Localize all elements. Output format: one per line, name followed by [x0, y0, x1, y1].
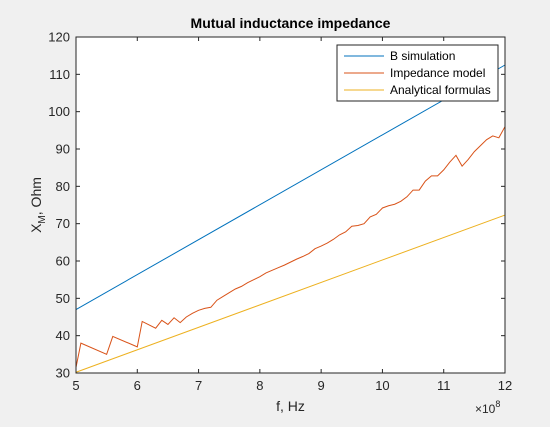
- legend-label: B simulation: [390, 49, 455, 63]
- y-tick-label: 40: [56, 328, 70, 343]
- x-axis-multiplier: ×108: [475, 399, 500, 416]
- y-tick-label: 70: [56, 216, 70, 231]
- x-tick-label: 8: [256, 378, 263, 393]
- legend-label: Analytical formulas: [390, 83, 491, 97]
- y-tick-label: 50: [56, 291, 70, 306]
- legend-entries: B simulation Impedance model Analytical fo…: [344, 49, 491, 97]
- series-line-analytical-formulas: [75, 214, 506, 373]
- y-tick-label: 100: [48, 104, 70, 119]
- legend: B simulation Impedance model Analytical fo…: [336, 44, 499, 102]
- x-tick-label: 12: [498, 378, 512, 393]
- legend-label: Impedance model: [390, 66, 485, 80]
- legend-box: [336, 44, 499, 102]
- series-line-b-simulation: [75, 64, 506, 310]
- y-axis-label: XM, Ohm: [28, 177, 48, 233]
- x-axis-label: f, Hz: [276, 398, 305, 414]
- y-tick-label: 90: [56, 142, 70, 157]
- axes-box: [75, 36, 506, 374]
- y-tick-label: 110: [49, 67, 70, 82]
- x-axis-multiplier-base: ×10: [475, 402, 496, 416]
- y-axis: 30 40 50 60 70 80 90 100 110 120: [48, 30, 505, 381]
- x-tick-label: 6: [134, 378, 141, 393]
- x-tick-label: 5: [72, 378, 79, 393]
- series-line-impedance-model: [75, 126, 506, 368]
- y-axis-label-subscript: M: [37, 215, 48, 223]
- x-tick-label: 9: [318, 378, 325, 393]
- x-axis: 5 6 7 8 9 10 11 12: [72, 37, 512, 393]
- y-tick-label: 120: [48, 30, 70, 45]
- x-tick-label: 11: [437, 378, 451, 393]
- x-tick-label: 10: [375, 378, 389, 393]
- x-axis-multiplier-exp: 8: [495, 399, 500, 409]
- y-tick-label: 60: [56, 254, 70, 269]
- chart-title: Mutual inductance impedance: [191, 15, 391, 31]
- y-tick-label: 30: [56, 366, 70, 381]
- y-axis-label-main: X: [28, 223, 44, 233]
- x-tick-label: 7: [195, 378, 202, 393]
- y-axis-label-rest: , Ohm: [28, 177, 44, 215]
- series-layer: [75, 64, 506, 373]
- y-tick-label: 80: [56, 179, 70, 194]
